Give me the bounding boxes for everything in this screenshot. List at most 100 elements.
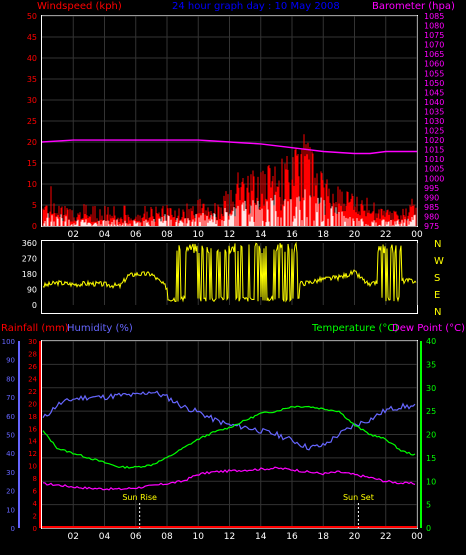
rainfall-tick-label: 6 bbox=[33, 488, 38, 496]
dewpoint-axis-label: Dew Point (°C) bbox=[392, 323, 465, 334]
windspeed-tick-label: 20 bbox=[27, 138, 37, 147]
barometer-tick-label: 1050 bbox=[424, 79, 444, 88]
sun-event-label: Sun Rise bbox=[122, 493, 157, 502]
rainfall-tick-label: 16 bbox=[28, 425, 37, 433]
barometer-line bbox=[41, 139, 417, 155]
barometer-tick-label: 1070 bbox=[424, 41, 444, 50]
humidity-tick-label: 70 bbox=[6, 394, 15, 402]
windspeed-tick-label: 35 bbox=[27, 75, 37, 84]
x-tick-label: 00 bbox=[411, 230, 423, 240]
x-tick-label: 08 bbox=[161, 230, 173, 240]
rainfall-tick-label: 0 bbox=[33, 525, 37, 533]
windspeed-tick-label: 50 bbox=[27, 12, 37, 21]
x-tick-label: 12 bbox=[224, 532, 235, 542]
compass-label: W bbox=[434, 256, 444, 267]
humidity-tick-label: 80 bbox=[6, 375, 15, 383]
barometer-tick-label: 1080 bbox=[424, 22, 444, 31]
x-tick-label: 18 bbox=[318, 532, 330, 542]
humidity-line bbox=[42, 390, 416, 451]
humidity-tick-label: 20 bbox=[6, 488, 15, 496]
windspeed-tick-label: 10 bbox=[27, 180, 37, 189]
rainfall-tick-label: 12 bbox=[28, 450, 37, 458]
x-tick-label: 20 bbox=[349, 532, 361, 542]
compass-label: N bbox=[434, 239, 441, 250]
x-tick-label: 14 bbox=[255, 532, 267, 542]
temperature-tick-label: 10 bbox=[426, 477, 436, 486]
x-tick-label: 02 bbox=[68, 532, 79, 542]
windspeed-tick-label: 5 bbox=[32, 201, 37, 210]
temperature-line bbox=[42, 405, 416, 469]
rainfall-tick-label: 26 bbox=[28, 363, 37, 371]
x-tick-label: 04 bbox=[99, 532, 111, 542]
rainfall-tick-label: 28 bbox=[28, 350, 37, 358]
dewpoint-line bbox=[42, 466, 416, 491]
x-tick-label: 12 bbox=[224, 230, 235, 240]
direction-tick-label: 360 bbox=[22, 239, 37, 248]
windspeed-tick-label: 0 bbox=[32, 222, 37, 231]
rainfall-tick-label: 10 bbox=[28, 463, 37, 471]
humidity-tick-label: 50 bbox=[6, 432, 15, 440]
temperature-tick-label: 0 bbox=[426, 524, 431, 533]
wind-barometer-chart: 0510152025303540455097598098599099510001… bbox=[27, 12, 445, 240]
rainfall-axis-label: Rainfall (mm) bbox=[1, 323, 69, 334]
direction-tick-label: 180 bbox=[22, 270, 37, 279]
barometer-tick-label: 980 bbox=[424, 212, 439, 221]
direction-tick-label: 90 bbox=[27, 286, 37, 295]
humidity-tick-label: 30 bbox=[6, 469, 15, 477]
temperature-tick-label: 40 bbox=[426, 337, 436, 346]
rainfall-tick-label: 22 bbox=[28, 388, 37, 396]
windspeed-tick-label: 45 bbox=[27, 33, 37, 42]
temperature-tick-label: 5 bbox=[426, 501, 431, 510]
rainfall-tick-label: 30 bbox=[28, 338, 37, 346]
barometer-tick-label: 1000 bbox=[424, 174, 444, 183]
barometer-tick-label: 1015 bbox=[424, 146, 444, 155]
rainfall-tick-label: 4 bbox=[33, 500, 38, 508]
barometer-axis-label: Barometer (hpa) bbox=[372, 1, 455, 12]
x-tick-label: 10 bbox=[193, 532, 205, 542]
barometer-tick-label: 1010 bbox=[424, 155, 444, 164]
rainfall-tick-label: 18 bbox=[28, 413, 37, 421]
barometer-tick-label: 1005 bbox=[424, 165, 444, 174]
sun-event-label: Sun Set bbox=[343, 493, 374, 502]
wind-direction-line bbox=[42, 241, 417, 303]
barometer-tick-label: 1085 bbox=[424, 12, 444, 21]
barometer-tick-label: 1045 bbox=[424, 88, 444, 97]
x-tick-label: 20 bbox=[349, 230, 361, 240]
temperature-humidity-chart: 0246810121416182022242628300102030405060… bbox=[2, 337, 437, 542]
barometer-tick-label: 1040 bbox=[424, 98, 444, 107]
rainfall-tick-label: 24 bbox=[28, 375, 37, 383]
windspeed-axis-label: Windspeed (kph) bbox=[37, 1, 122, 12]
rainfall-tick-label: 14 bbox=[28, 438, 37, 446]
temperature-axis-label: Temperature (°C) bbox=[311, 323, 398, 334]
x-tick-label: 22 bbox=[380, 230, 391, 240]
barometer-tick-label: 975 bbox=[424, 222, 439, 231]
rainfall-tick-label: 20 bbox=[28, 400, 37, 408]
x-tick-label: 16 bbox=[286, 230, 298, 240]
barometer-tick-label: 1075 bbox=[424, 31, 444, 40]
compass-label: S bbox=[434, 273, 440, 284]
humidity-tick-label: 100 bbox=[2, 338, 15, 346]
x-tick-label: 16 bbox=[286, 532, 298, 542]
humidity-tick-label: 60 bbox=[6, 413, 15, 421]
direction-tick-label: 270 bbox=[22, 255, 37, 264]
x-tick-label: 14 bbox=[255, 230, 267, 240]
humidity-tick-label: 90 bbox=[6, 357, 15, 365]
barometer-tick-label: 1035 bbox=[424, 107, 444, 116]
barometer-tick-label: 1065 bbox=[424, 50, 444, 59]
rainfall-tick-label: 2 bbox=[33, 513, 37, 521]
x-tick-label: 06 bbox=[130, 532, 142, 542]
barometer-tick-label: 1025 bbox=[424, 127, 444, 136]
temperature-tick-label: 25 bbox=[426, 407, 436, 416]
x-tick-label: 08 bbox=[161, 532, 173, 542]
compass-label: E bbox=[434, 290, 440, 301]
barometer-tick-label: 985 bbox=[424, 203, 439, 212]
humidity-axis-label: Humidity (%) bbox=[67, 323, 133, 334]
x-tick-label: 10 bbox=[193, 230, 205, 240]
graph-title: 24 hour graph day : 10 May 2008 bbox=[172, 1, 340, 12]
barometer-tick-label: 1020 bbox=[424, 136, 444, 145]
humidity-tick-label: 10 bbox=[6, 506, 15, 514]
direction-tick-label: 0 bbox=[32, 301, 37, 310]
barometer-tick-label: 995 bbox=[424, 184, 439, 193]
